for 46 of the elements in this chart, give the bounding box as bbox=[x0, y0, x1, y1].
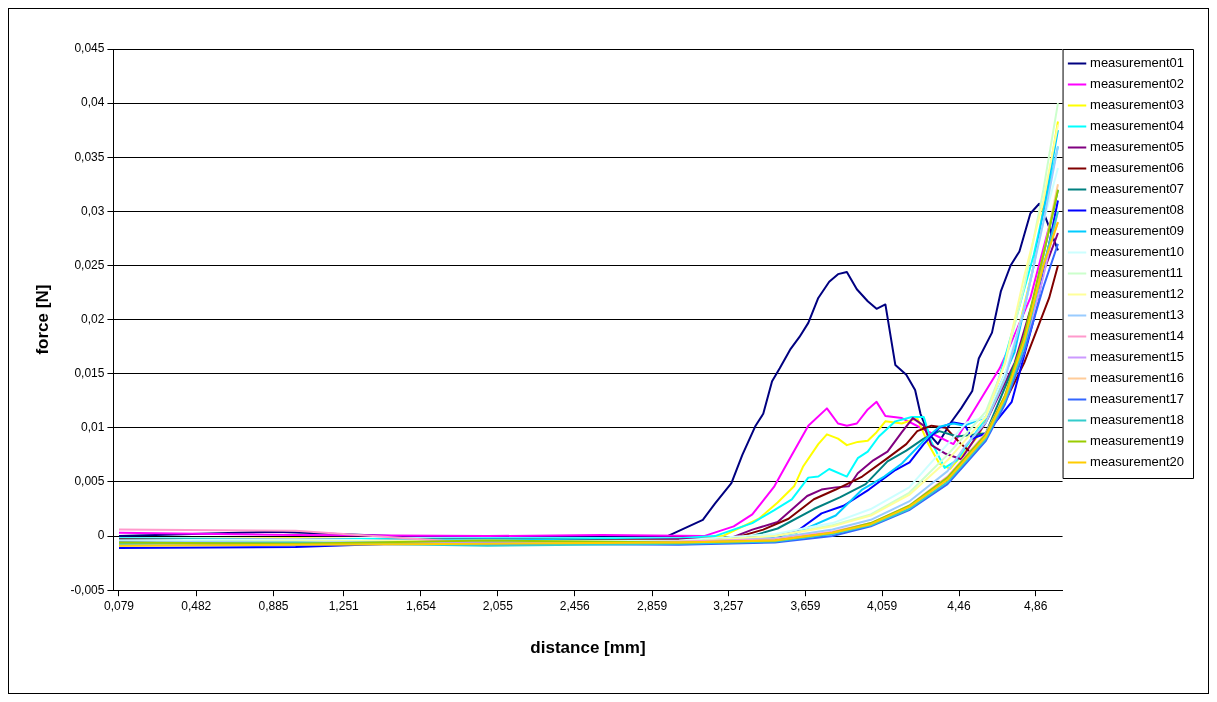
y-tick-label: 0,03 bbox=[81, 203, 105, 218]
x-tick-label: 4,46 bbox=[947, 598, 972, 613]
y-tick-label: 0,02 bbox=[81, 311, 105, 326]
legend-label: measurement09 bbox=[1090, 223, 1185, 239]
y-axis-title: force [N] bbox=[32, 284, 52, 355]
y-tick-label: 0,005 bbox=[74, 474, 105, 489]
legend-label: measurement04 bbox=[1090, 118, 1185, 134]
legend-label: measurement12 bbox=[1090, 286, 1185, 302]
y-tick-label: 0,035 bbox=[74, 149, 105, 164]
y-tick-label: -0,005 bbox=[70, 582, 105, 597]
x-tick-label: 2,456 bbox=[559, 598, 591, 613]
legend-label: measurement11 bbox=[1090, 265, 1184, 281]
legend-label: measurement14 bbox=[1090, 328, 1185, 344]
x-tick-label: 1,654 bbox=[405, 598, 437, 613]
legend-label: measurement10 bbox=[1090, 244, 1185, 260]
legend-label: measurement17 bbox=[1090, 391, 1185, 407]
x-tick-label: 2,859 bbox=[637, 598, 668, 613]
y-tick-label: 0,025 bbox=[74, 257, 105, 272]
y-tick-label: 0 bbox=[97, 528, 105, 543]
legend-label: measurement16 bbox=[1090, 370, 1185, 386]
x-tick-label: 4,86 bbox=[1024, 598, 1048, 613]
legend-label: measurement01 bbox=[1090, 55, 1185, 71]
x-tick-label: 0,079 bbox=[103, 598, 135, 613]
legend-label: measurement20 bbox=[1090, 454, 1185, 470]
y-tick-label: 0,04 bbox=[81, 95, 105, 110]
legend-label: measurement05 bbox=[1090, 139, 1185, 155]
x-tick-label: 3,257 bbox=[713, 598, 744, 613]
legend-label: measurement02 bbox=[1090, 76, 1185, 92]
legend-label: measurement08 bbox=[1090, 202, 1185, 218]
x-tick-label: 3,659 bbox=[790, 598, 821, 613]
legend-label: measurement15 bbox=[1090, 349, 1185, 365]
legend-label: measurement19 bbox=[1090, 433, 1185, 449]
y-tick-label: 0,01 bbox=[81, 420, 105, 435]
x-tick-label: 4,059 bbox=[867, 598, 898, 613]
x-tick-label: 1,251 bbox=[328, 598, 360, 613]
legend-label: measurement13 bbox=[1090, 307, 1185, 323]
y-tick-label: 0,045 bbox=[74, 41, 105, 56]
x-axis-title: distance [mm] bbox=[530, 638, 646, 658]
y-tick-label: 0,015 bbox=[74, 366, 105, 381]
legend-label: measurement03 bbox=[1090, 97, 1185, 113]
x-tick-label: 2,055 bbox=[482, 598, 514, 613]
x-tick-label: 0,885 bbox=[258, 598, 289, 613]
legend-label: measurement06 bbox=[1090, 160, 1185, 176]
legend-label: measurement18 bbox=[1090, 412, 1185, 428]
legend-label: measurement07 bbox=[1090, 181, 1185, 197]
x-tick-label: 0,482 bbox=[181, 598, 212, 613]
